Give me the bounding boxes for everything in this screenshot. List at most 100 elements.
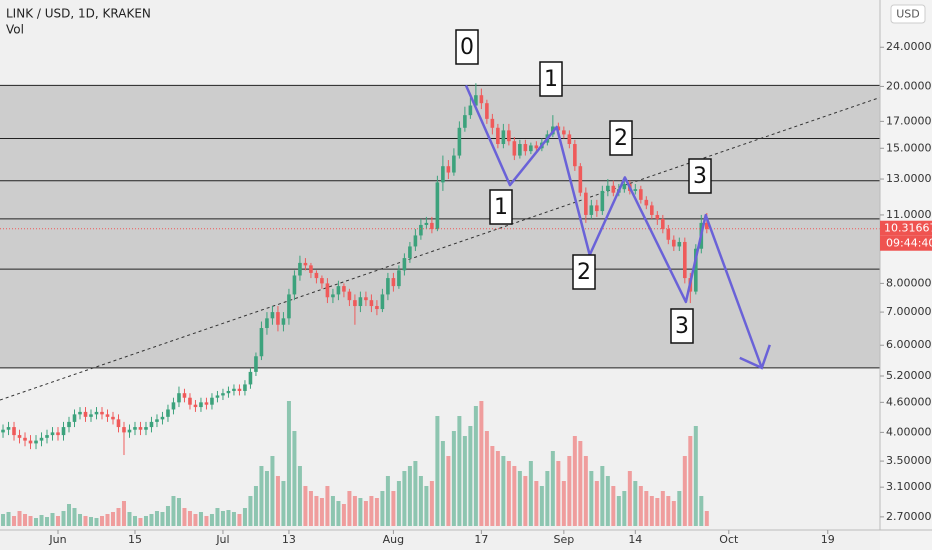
candle-body	[61, 427, 66, 436]
candle-body	[441, 166, 445, 183]
volume-bar	[270, 456, 275, 526]
candle-body	[589, 205, 594, 215]
candle-body	[243, 384, 247, 391]
trendline	[0, 96, 881, 401]
candle-body	[182, 393, 187, 398]
volume-bar	[275, 476, 280, 526]
candle-body	[17, 435, 22, 438]
volume-bar	[171, 496, 176, 526]
volume-bar	[264, 471, 269, 526]
volume-bar	[413, 461, 418, 526]
volume-bar	[193, 514, 198, 526]
candle-body	[705, 222, 709, 230]
y-tick-label: 5.20000	[886, 369, 932, 382]
candle-body	[325, 283, 330, 298]
volume-bar	[105, 514, 110, 526]
volume-bar	[424, 486, 429, 526]
volume-bar	[484, 431, 489, 526]
candle-body	[138, 427, 143, 430]
candle-body	[386, 278, 390, 295]
candle-body	[221, 393, 225, 396]
y-tick-label: 2.70000	[886, 510, 932, 523]
candle-body	[160, 416, 165, 420]
volume-bar	[479, 401, 484, 526]
candle-body	[171, 402, 176, 410]
candle-body	[650, 205, 654, 215]
price-axis	[880, 0, 932, 550]
candle-body	[353, 300, 357, 307]
volume-bar	[550, 451, 555, 526]
volume-bar	[336, 501, 341, 526]
candle-body	[232, 388, 236, 391]
currency-button[interactable]	[890, 4, 926, 24]
candle-body	[28, 440, 33, 444]
volume-bar	[512, 466, 517, 526]
x-tick-label: 19	[821, 533, 835, 546]
countdown-tag	[880, 235, 932, 251]
candle-body	[72, 414, 77, 422]
volume-bar	[671, 501, 676, 526]
candle-body	[188, 397, 192, 405]
candle-body	[611, 185, 616, 193]
candle-body	[144, 427, 148, 430]
volume-bar	[682, 456, 687, 526]
wave-label: 1	[544, 67, 558, 92]
candle-body	[446, 166, 451, 173]
volume-bar	[468, 426, 473, 526]
candle-body	[633, 189, 638, 191]
wave-label: 2	[614, 126, 628, 151]
candle-body	[287, 294, 291, 319]
candle-body	[270, 312, 275, 319]
candle-body	[507, 130, 511, 142]
candle-body	[320, 278, 324, 284]
candle-body	[369, 300, 374, 307]
volume-bar	[627, 471, 632, 526]
volume-bar	[556, 461, 561, 526]
volume-bar	[143, 516, 148, 526]
volume-bar	[501, 456, 506, 526]
candle-body	[578, 166, 583, 193]
volume-bar	[374, 498, 379, 526]
candle-body	[215, 395, 220, 398]
volume-bar	[539, 486, 544, 526]
volume-bar	[116, 508, 121, 526]
volume-bar	[94, 518, 99, 526]
wave-label-box	[670, 308, 694, 344]
level-band	[0, 85, 880, 368]
candle-body	[512, 141, 517, 156]
y-tick-label: 4.00000	[886, 425, 932, 438]
candle-body	[457, 127, 462, 156]
volume-bar	[281, 481, 286, 526]
volume-bar	[72, 508, 77, 526]
candle-body	[276, 312, 280, 325]
candle-body	[413, 235, 418, 247]
candle-body	[111, 416, 115, 420]
wave-label-box	[539, 61, 563, 97]
candle-body	[452, 155, 456, 173]
candle-body	[342, 286, 346, 292]
y-tick-label: 11.00000	[886, 208, 932, 221]
volume-bar	[6, 512, 11, 526]
candle-body	[622, 184, 627, 190]
candle-body	[45, 435, 49, 438]
candle-body	[496, 127, 500, 145]
volume-bar	[187, 511, 192, 526]
candle-body	[364, 297, 368, 301]
candle-body	[584, 192, 588, 215]
volume-bar	[182, 508, 187, 526]
volume-bar	[429, 481, 434, 526]
y-tick-label: 20.00000	[886, 79, 932, 92]
candle-body	[391, 278, 396, 287]
volume-bar	[50, 513, 55, 526]
candle-body	[259, 328, 264, 357]
candle-body	[595, 205, 599, 212]
candle-body	[666, 229, 671, 240]
wave-label: 2	[577, 260, 591, 285]
volume-bar	[308, 491, 313, 526]
volume-bar	[330, 496, 335, 526]
volume-bar	[385, 476, 390, 526]
volume-bar	[347, 491, 352, 526]
candle-body	[672, 239, 676, 247]
wave-label-box	[455, 29, 479, 65]
